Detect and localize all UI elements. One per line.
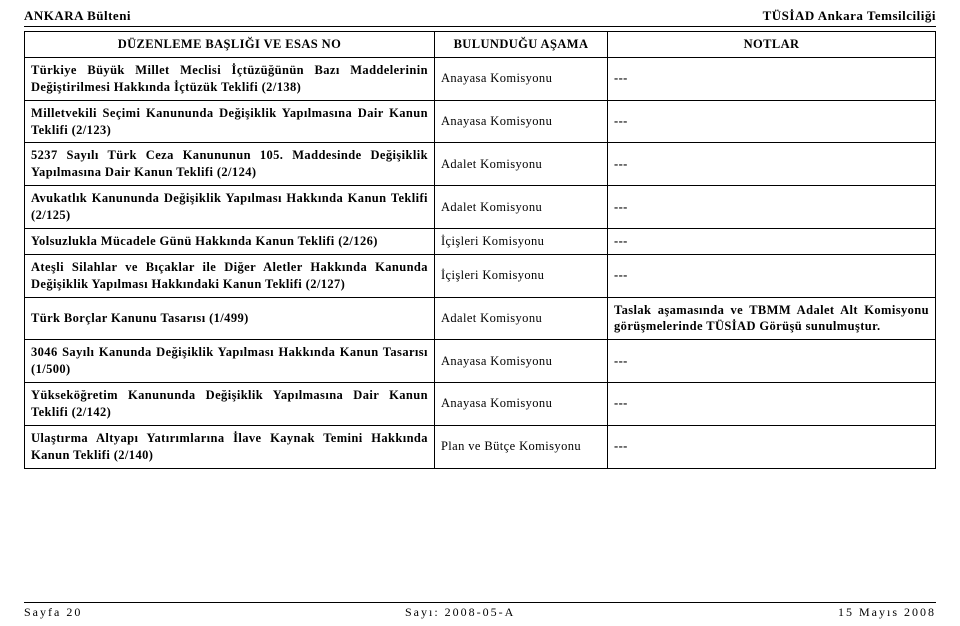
cell-title: Avukatlık Kanununda Değişiklik Yapılması… [25, 186, 435, 229]
cell-notes: --- [608, 100, 936, 143]
cell-stage: Anayasa Komisyonu [434, 383, 607, 426]
cell-stage: Anayasa Komisyonu [434, 57, 607, 100]
cell-notes: --- [608, 57, 936, 100]
cell-notes: --- [608, 186, 936, 229]
table-row: Yolsuzlukla Mücadele Günü Hakkında Kanun… [25, 228, 936, 254]
table-row: Türk Borçlar Kanunu Tasarısı (1/499)Adal… [25, 297, 936, 340]
cell-notes: --- [608, 228, 936, 254]
cell-title: Ateşli Silahlar ve Bıçaklar ile Diğer Al… [25, 254, 435, 297]
cell-notes: --- [608, 143, 936, 186]
cell-notes: --- [608, 254, 936, 297]
cell-title: Türkiye Büyük Millet Meclisi İçtüzüğünün… [25, 57, 435, 100]
cell-stage: Anayasa Komisyonu [434, 100, 607, 143]
cell-stage: Adalet Komisyonu [434, 143, 607, 186]
header-right: TÜSİAD Ankara Temsilciliği [763, 8, 936, 24]
table-row: Ulaştırma Altyapı Yatırımlarına İlave Ka… [25, 425, 936, 468]
cell-notes: --- [608, 383, 936, 426]
cell-notes: --- [608, 340, 936, 383]
table-row: Avukatlık Kanununda Değişiklik Yapılması… [25, 186, 936, 229]
table-row: Milletvekili Seçimi Kanununda Değişiklik… [25, 100, 936, 143]
cell-stage: Adalet Komisyonu [434, 186, 607, 229]
cell-title: Ulaştırma Altyapı Yatırımlarına İlave Ka… [25, 425, 435, 468]
cell-stage: Adalet Komisyonu [434, 297, 607, 340]
cell-title: 5237 Sayılı Türk Ceza Kanununun 105. Mad… [25, 143, 435, 186]
cell-stage: İçişleri Komisyonu [434, 254, 607, 297]
header-left: ANKARA Bülteni [24, 8, 131, 24]
table-header-row: DÜZENLEME BAŞLIĞI VE ESAS NO BULUNDUĞU A… [25, 32, 936, 58]
table-row: Türkiye Büyük Millet Meclisi İçtüzüğünün… [25, 57, 936, 100]
cell-stage: Plan ve Bütçe Komisyonu [434, 425, 607, 468]
legislation-table: DÜZENLEME BAŞLIĞI VE ESAS NO BULUNDUĞU A… [24, 31, 936, 469]
page-footer: Sayfa 20 Sayı: 2008-05-A 15 Mayıs 2008 [24, 602, 936, 620]
table-row: Ateşli Silahlar ve Bıçaklar ile Diğer Al… [25, 254, 936, 297]
cell-title: Milletvekili Seçimi Kanununda Değişiklik… [25, 100, 435, 143]
footer-date: 15 Mayıs 2008 [838, 605, 936, 620]
cell-notes: --- [608, 425, 936, 468]
cell-title: 3046 Sayılı Kanunda Değişiklik Yapılması… [25, 340, 435, 383]
cell-title: Yolsuzlukla Mücadele Günü Hakkında Kanun… [25, 228, 435, 254]
cell-stage: Anayasa Komisyonu [434, 340, 607, 383]
table-row: 5237 Sayılı Türk Ceza Kanununun 105. Mad… [25, 143, 936, 186]
table-row: Yükseköğretim Kanununda Değişiklik Yapıl… [25, 383, 936, 426]
col-header-stage: BULUNDUĞU AŞAMA [434, 32, 607, 58]
col-header-title: DÜZENLEME BAŞLIĞI VE ESAS NO [25, 32, 435, 58]
footer-page: Sayfa 20 [24, 605, 82, 620]
page-header: ANKARA Bülteni TÜSİAD Ankara Temsilciliğ… [24, 8, 936, 27]
cell-title: Yükseköğretim Kanununda Değişiklik Yapıl… [25, 383, 435, 426]
table-row: 3046 Sayılı Kanunda Değişiklik Yapılması… [25, 340, 936, 383]
cell-notes: Taslak aşamasında ve TBMM Adalet Alt Kom… [608, 297, 936, 340]
cell-stage: İçişleri Komisyonu [434, 228, 607, 254]
cell-title: Türk Borçlar Kanunu Tasarısı (1/499) [25, 297, 435, 340]
col-header-notes: NOTLAR [608, 32, 936, 58]
footer-issue: Sayı: 2008-05-A [405, 605, 515, 620]
